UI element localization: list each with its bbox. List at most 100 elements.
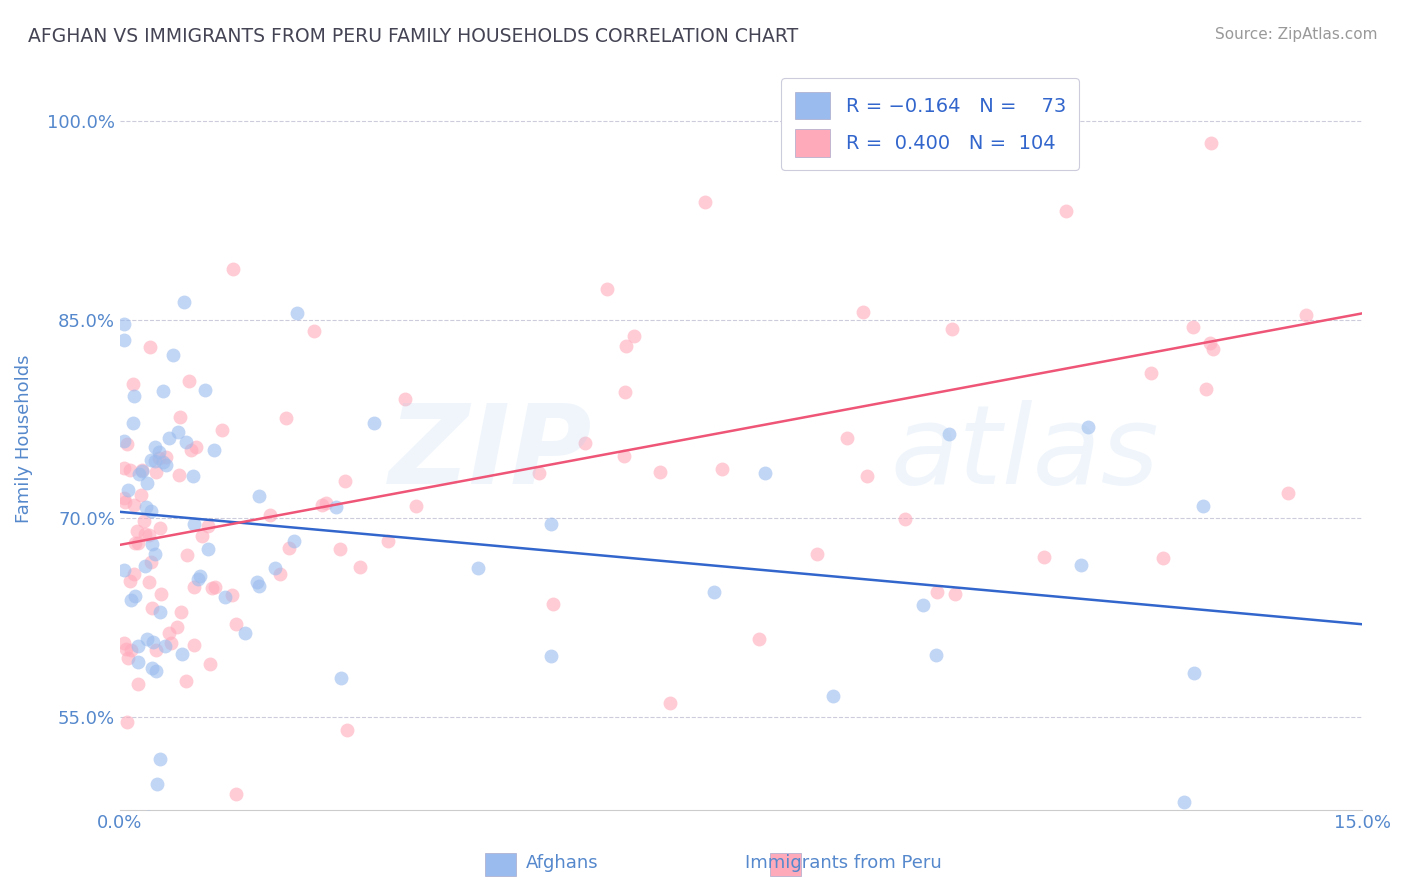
Point [1054,204,1077,219]
Point [173,295,195,310]
Point [120,463,142,477]
Point [162,348,184,362]
Point [166,620,188,634]
Point [246,575,269,590]
Point [170,647,193,661]
Point [648,465,671,479]
Point [128,467,150,481]
Point [112,333,135,347]
Point [856,469,879,483]
Point [149,587,172,601]
Point [1201,136,1223,150]
Point [623,328,645,343]
Point [149,605,172,619]
Point [1173,796,1195,810]
Point [183,580,205,594]
Point [134,559,156,574]
Point [754,466,776,480]
Point [658,696,681,710]
Point [145,643,167,657]
Point [1277,486,1299,500]
Point [1054,101,1077,115]
Point [152,455,174,469]
Point [139,452,162,467]
Point [122,499,145,513]
Point [138,574,160,589]
Point [122,376,145,391]
Point [179,374,201,388]
Point [112,434,135,449]
Point [146,777,169,791]
Point [541,597,564,611]
Point [938,427,960,442]
Y-axis label: Family Households: Family Households [15,355,32,524]
Point [264,561,287,575]
Point [139,340,162,354]
Point [529,467,551,481]
Point [183,638,205,652]
Point [467,561,489,575]
Point [201,581,224,595]
Point [1198,335,1220,350]
Point [925,648,948,662]
Point [574,435,596,450]
Point [1195,382,1218,396]
Point [197,541,219,556]
Point [311,498,333,512]
Point [941,322,963,336]
Point [170,605,193,619]
Point [169,409,191,424]
Point [139,503,162,517]
Point [748,632,770,647]
Point [169,815,191,830]
Point [703,584,725,599]
Point [925,585,948,599]
Point [194,383,217,397]
Point [186,440,208,454]
Point [127,639,149,653]
Point [710,462,733,476]
Point [115,437,138,451]
Point [221,588,243,602]
Point [148,444,170,458]
Point [174,673,197,688]
Point [259,508,281,523]
Text: atlas: atlas [890,401,1159,508]
Point [1182,665,1205,680]
Point [148,520,170,534]
Point [394,392,416,406]
Point [174,434,197,449]
Point [204,580,226,594]
Point [138,528,160,542]
Point [540,649,562,664]
Point [285,306,308,320]
Point [115,641,138,656]
Point [141,661,163,675]
Point [117,483,139,497]
Point [157,431,180,445]
Point [1152,550,1174,565]
Point [225,787,247,801]
Point [405,499,427,513]
Point [695,194,717,209]
Point [837,431,859,445]
Point [157,626,180,640]
Text: AFGHAN VS IMMIGRANTS FROM PERU FAMILY HOUSEHOLDS CORRELATION CHART: AFGHAN VS IMMIGRANTS FROM PERU FAMILY HO… [28,27,799,45]
Point [143,547,166,561]
Point [1192,499,1215,513]
Text: Immigrants from Peru: Immigrants from Peru [745,855,942,872]
Point [200,657,222,671]
Point [131,463,153,477]
Point [145,454,167,468]
Point [169,468,191,483]
Point [122,389,145,403]
Point [120,574,142,588]
Point [155,458,177,472]
Point [149,752,172,766]
Point [155,450,177,464]
Legend: R = −0.164   N =    73, R =  0.400   N =  104: R = −0.164 N = 73, R = 0.400 N = 104 [782,78,1080,170]
Point [269,566,291,581]
Point [911,598,934,612]
Point [127,524,149,538]
Text: Source: ZipAtlas.com: Source: ZipAtlas.com [1215,27,1378,42]
